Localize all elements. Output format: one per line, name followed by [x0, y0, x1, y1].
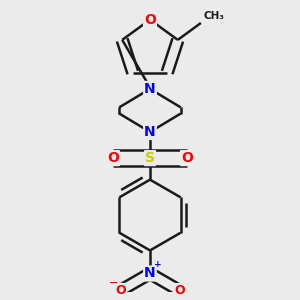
Text: −: − — [108, 278, 118, 288]
Text: N: N — [144, 266, 156, 280]
Text: CH₃: CH₃ — [203, 11, 224, 21]
Text: S: S — [145, 151, 155, 165]
Text: O: O — [116, 284, 126, 297]
Text: N: N — [144, 82, 156, 96]
Text: O: O — [107, 151, 119, 165]
Text: O: O — [144, 13, 156, 27]
Text: O: O — [181, 151, 193, 165]
Text: O: O — [174, 284, 184, 297]
Text: +: + — [154, 260, 161, 269]
Text: N: N — [144, 125, 156, 139]
